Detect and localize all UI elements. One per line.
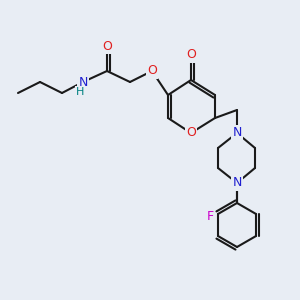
Text: N: N bbox=[232, 127, 242, 140]
Text: N: N bbox=[78, 76, 88, 88]
Text: H: H bbox=[76, 87, 84, 97]
Text: O: O bbox=[102, 40, 112, 52]
Text: O: O bbox=[186, 49, 196, 62]
Text: O: O bbox=[147, 64, 157, 77]
Text: F: F bbox=[206, 209, 214, 223]
Text: O: O bbox=[186, 127, 196, 140]
Text: N: N bbox=[232, 176, 242, 190]
